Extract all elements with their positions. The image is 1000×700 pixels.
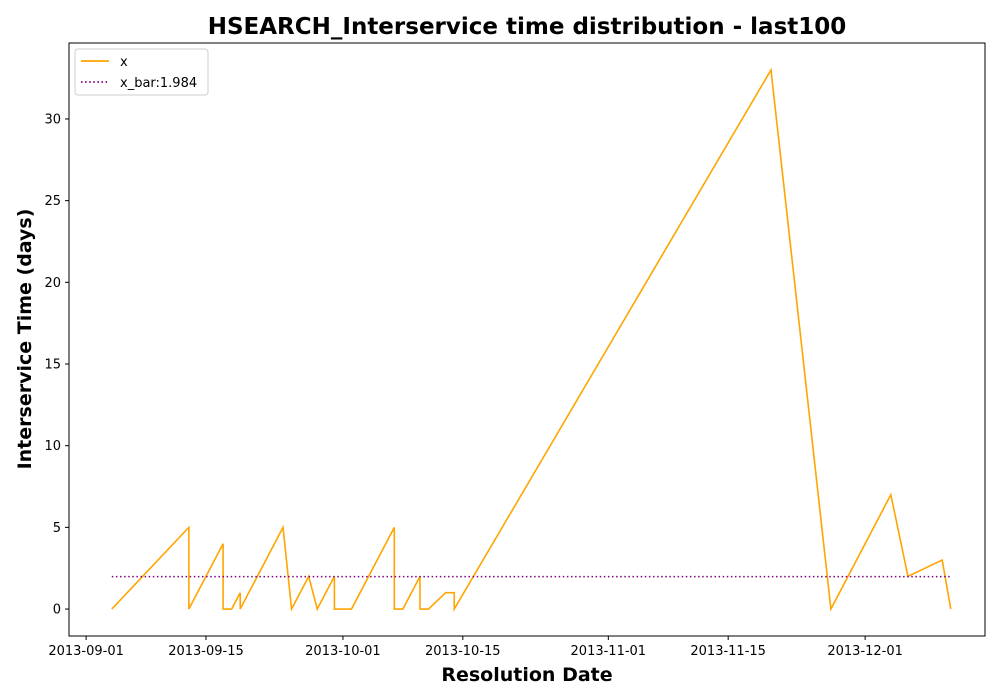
y-axis: 0 5 10 15 20 25 30	[44, 112, 69, 618]
x-tick-label: 2013-11-15	[690, 644, 766, 659]
y-tick-label: 5	[53, 521, 61, 536]
x-tick-label: 2013-11-01	[571, 644, 647, 659]
y-tick-label: 25	[44, 194, 61, 209]
x-axis: 2013-09-01 2013-09-15 2013-10-01 2013-10-15…	[48, 636, 903, 659]
y-tick-label: 30	[44, 112, 61, 127]
x-tick-label: 2013-12-01	[827, 644, 903, 659]
plot-frame	[68, 42, 986, 637]
plot-area	[68, 42, 986, 637]
chart-title: HSEARCH_Interservice time distribution -…	[208, 14, 847, 40]
y-tick-label: 10	[44, 439, 61, 454]
legend-label-x: x	[120, 55, 128, 70]
x-tick-label: 2013-09-01	[48, 644, 124, 659]
y-tick-label: 0	[53, 603, 61, 618]
x-axis-title: Resolution Date	[441, 664, 612, 686]
legend: x x_bar:1.984	[74, 48, 209, 96]
series-layer	[111, 67, 952, 612]
y-tick-label: 20	[44, 276, 61, 291]
series-line-x	[111, 67, 952, 612]
x-tick-label: 2013-09-15	[168, 644, 244, 659]
y-tick-label: 15	[44, 358, 61, 373]
legend-label-x-bar: x_bar:1.984	[120, 76, 197, 91]
y-axis-title: Interservice Time (days)	[14, 209, 36, 470]
x-tick-label: 2013-10-15	[425, 644, 501, 659]
x-tick-label: 2013-10-01	[305, 644, 381, 659]
